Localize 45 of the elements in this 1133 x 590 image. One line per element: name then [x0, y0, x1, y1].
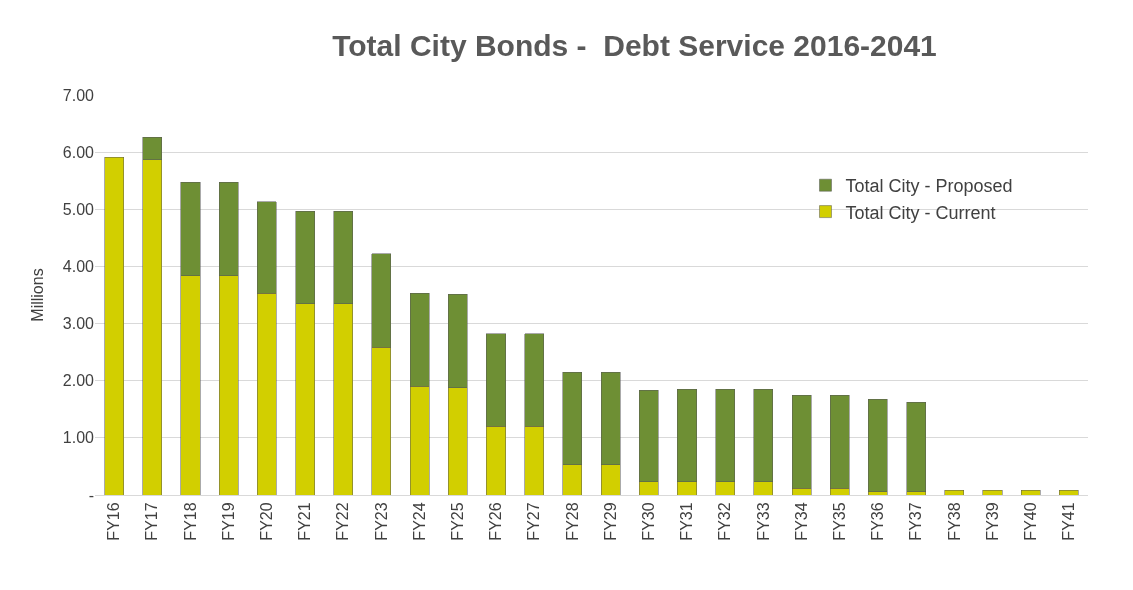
- x-tick-label: FY36: [869, 502, 887, 541]
- x-tick-label: FY21: [296, 502, 314, 541]
- x-tick-label: FY29: [601, 502, 619, 541]
- bar: [1020, 490, 1041, 495]
- bar: [1059, 490, 1079, 495]
- x-tick-label: FY37: [907, 502, 925, 541]
- bar: [906, 402, 926, 492]
- x-tick-label: FY40: [1021, 502, 1039, 541]
- x-tick-label: FY38: [945, 502, 963, 541]
- x-tick-label: FY25: [449, 502, 467, 541]
- y-tick-label: 7.00: [62, 86, 95, 104]
- x-tick-label: FY26: [487, 502, 505, 541]
- legend-label: Total City - Proposed: [845, 176, 1013, 197]
- x-tick-label: FY18: [181, 502, 199, 541]
- x-tick-label: FY17: [143, 502, 161, 541]
- legend-label: Total City - Current: [845, 202, 996, 223]
- bar: [982, 490, 1003, 495]
- x-tick-label: FY24: [410, 502, 428, 541]
- x-tick-label: FY39: [983, 502, 1001, 541]
- y-tick-label: 6.00: [62, 143, 95, 161]
- x-tick-label: FY23: [372, 502, 390, 541]
- x-tick-label: FY16: [105, 502, 123, 541]
- x-tick-label: FY22: [334, 502, 352, 541]
- bar: [944, 490, 965, 495]
- x-tick-label: FY20: [258, 502, 276, 541]
- y-tick-label: 4.00: [62, 258, 95, 276]
- y-tick-label: 5.00: [62, 200, 95, 218]
- y-tick-label: 2.00: [62, 372, 95, 390]
- x-tick-label: FY30: [639, 502, 657, 541]
- y-tick-label: 1.00: [62, 429, 95, 447]
- x-tick-label: FY34: [792, 502, 810, 541]
- y-tick-label: 3.00: [62, 315, 95, 333]
- y-tick-label: -: [88, 486, 94, 504]
- bar: [104, 157, 124, 495]
- x-tick-label: FY19: [219, 502, 237, 541]
- x-tick-label: FY32: [716, 502, 734, 541]
- x-tick-label: FY41: [1060, 502, 1078, 541]
- bar: [868, 398, 888, 492]
- chart-title: Total City Bonds - Debt Service 2016-2041: [332, 29, 937, 63]
- y-axis-title: Millions: [28, 268, 46, 322]
- x-tick-label: FY35: [830, 502, 848, 541]
- x-tick-label: FY33: [754, 502, 772, 541]
- x-tick-label: FY28: [563, 502, 581, 541]
- x-tick-label: FY31: [678, 502, 696, 541]
- x-tick-label: FY27: [525, 502, 543, 541]
